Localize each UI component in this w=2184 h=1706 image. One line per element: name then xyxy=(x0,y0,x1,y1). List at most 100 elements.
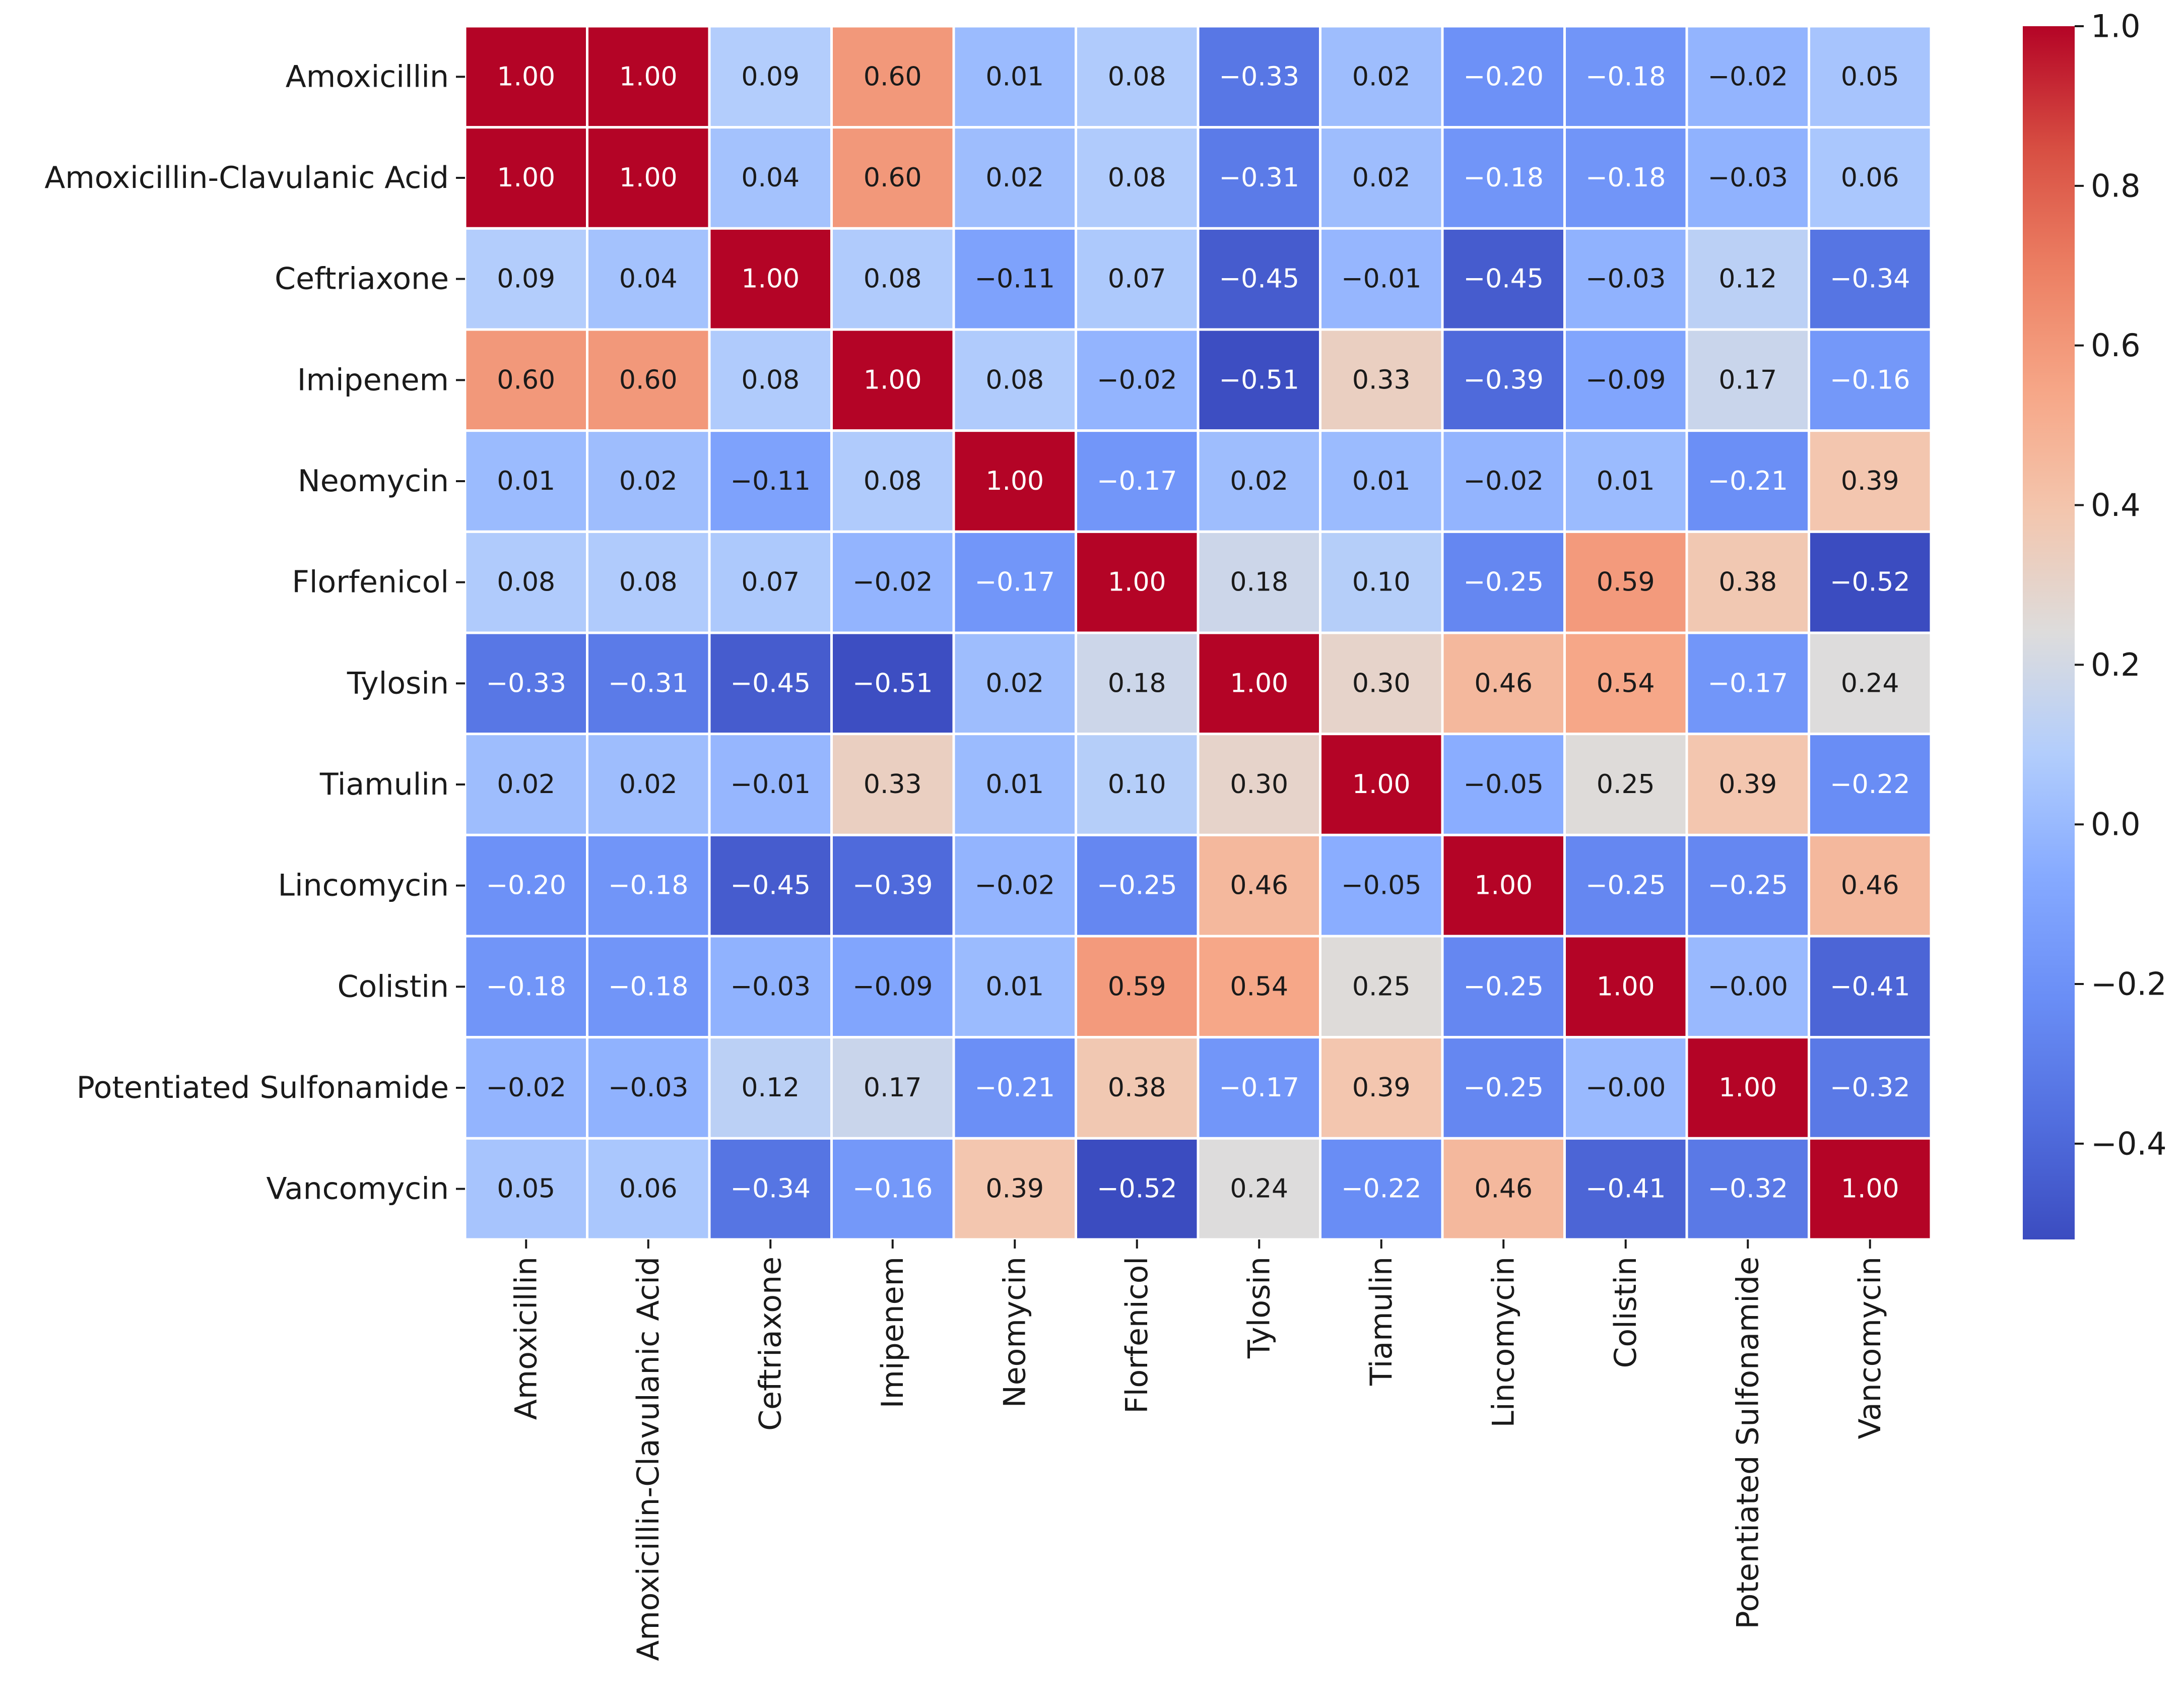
heatmap-cell-potentiated-sulfonamide-ceftriaxone xyxy=(708,1036,833,1140)
heatmap-cell-amoxicillin-clavulanic-acid-florfenicol xyxy=(1075,126,1200,230)
row-label-amoxicillin-clavulanic-acid: Amoxicillin-Clavulanic Acid xyxy=(44,160,449,195)
cell-value-label: 1.00 xyxy=(497,163,555,193)
cell-value-label: −0.02 xyxy=(975,871,1055,901)
cell-value-label: 0.54 xyxy=(1230,971,1288,1002)
row-label-lincomycin: Lincomycin xyxy=(278,868,449,903)
cell-value-label: −0.33 xyxy=(1219,61,1299,92)
cell-value-label: 1.00 xyxy=(1474,871,1533,901)
cell-value-label: −0.00 xyxy=(1708,971,1788,1002)
cell-value-label: 1.00 xyxy=(1597,971,1655,1002)
cell-value-label: 0.08 xyxy=(619,567,678,598)
heatmap-cell-tiamulin-neomycin xyxy=(952,733,1077,836)
cell-value-label: 0.17 xyxy=(864,1073,922,1103)
cell-value-label: 0.05 xyxy=(1841,61,1899,92)
cell-value-label: 0.08 xyxy=(1108,61,1166,92)
heatmap-cell-tylosin-amoxicillin-clavulanic-acid xyxy=(586,631,711,736)
heatmap-cell-lincomycin-tylosin xyxy=(1197,833,1321,938)
cell-value-label: −0.18 xyxy=(486,971,566,1002)
cell-value-label: 0.12 xyxy=(741,1073,800,1103)
cell-value-label: 0.08 xyxy=(497,567,555,598)
heatmap-cell-neomycin-florfenicol xyxy=(1075,429,1200,533)
heatmap-cell-ceftriaxone-vancomycin xyxy=(1808,227,1933,331)
cell-value-label: −0.25 xyxy=(1464,971,1544,1002)
cell-value-label: −0.41 xyxy=(1585,1174,1666,1204)
heatmap-cell-amoxicillin-vancomycin xyxy=(1808,25,1933,129)
cell-value-label: 1.00 xyxy=(497,61,555,92)
cell-value-label: −0.09 xyxy=(1585,365,1666,395)
heatmap-cell-vancomycin-amoxicillin-clavulanic-acid xyxy=(586,1137,711,1241)
colorbar-tick-label: 0.8 xyxy=(2091,167,2141,204)
cell-value-label: −0.32 xyxy=(1708,1174,1788,1204)
heatmap-cell-lincomycin-tiamulin xyxy=(1319,833,1444,938)
row-label-florfenicol: Florfenicol xyxy=(292,565,449,600)
column-label-imipenem: Imipenem xyxy=(875,1257,910,1408)
heatmap-cell-imipenem-colistin xyxy=(1563,328,1688,432)
heatmap-cell-vancomycin-colistin xyxy=(1563,1137,1688,1241)
heatmap-cell-amoxicillin-amoxicillin-clavulanic-acid xyxy=(586,25,711,129)
cell-value-label: 0.46 xyxy=(1230,871,1288,901)
heatmap-cell-potentiated-sulfonamide-tiamulin xyxy=(1319,1036,1444,1140)
colorbar-tick-label: −0.4 xyxy=(2091,1125,2167,1162)
cell-value-label: 0.09 xyxy=(741,61,800,92)
heatmap-cell-colistin-vancomycin xyxy=(1808,935,1933,1039)
cell-value-label: −0.45 xyxy=(731,871,811,901)
cell-value-label: −0.02 xyxy=(852,567,933,598)
cell-value-label: 0.24 xyxy=(1841,668,1899,698)
row-label-ceftriaxone: Ceftriaxone xyxy=(275,261,449,297)
heatmap-cell-imipenem-imipenem xyxy=(830,328,955,432)
heatmap-cell-imipenem-potentiated-sulfonamide xyxy=(1685,328,1810,432)
heatmap-cell-tylosin-ceftriaxone xyxy=(708,631,833,736)
heatmap-cell-florfenicol-vancomycin xyxy=(1808,530,1933,634)
cell-value-label: 0.06 xyxy=(619,1174,678,1204)
colorbar-tick-label: 0.0 xyxy=(2091,806,2141,843)
heatmap-cell-imipenem-ceftriaxone xyxy=(708,328,833,432)
cell-value-label: 0.09 xyxy=(497,264,555,294)
heatmap-cell-amoxicillin-clavulanic-acid-imipenem xyxy=(830,126,955,230)
heatmap-cell-neomycin-amoxicillin xyxy=(464,429,588,533)
cell-value-label: 0.08 xyxy=(985,365,1044,395)
heatmap-cell-amoxicillin-clavulanic-acid-lincomycin xyxy=(1441,126,1566,230)
heatmap-cell-amoxicillin-clavulanic-acid-amoxicillin-clavulanic-acid xyxy=(586,126,711,230)
heatmap-cell-tylosin-imipenem xyxy=(830,631,955,736)
column-label-amoxicillin: Amoxicillin xyxy=(508,1257,544,1420)
cell-value-label: −0.25 xyxy=(1585,871,1666,901)
cell-value-label: 0.02 xyxy=(497,769,555,800)
cell-value-label: −0.03 xyxy=(731,971,811,1002)
cell-value-label: 0.18 xyxy=(1108,668,1166,698)
cell-value-label: −0.31 xyxy=(1219,163,1299,193)
column-label-potentiated-sulfonamide: Potentiated Sulfonamide xyxy=(1730,1257,1765,1629)
cell-value-label: 0.25 xyxy=(1352,971,1411,1002)
heatmap-cell-tiamulin-amoxicillin xyxy=(464,733,588,836)
cell-value-label: 0.05 xyxy=(497,1174,555,1204)
heatmap-cell-tylosin-vancomycin xyxy=(1808,631,1933,736)
cell-value-label: −0.17 xyxy=(1097,466,1177,496)
cell-value-label: 0.38 xyxy=(1718,567,1777,598)
heatmap-cell-florfenicol-amoxicillin xyxy=(464,530,588,634)
cell-value-label: −0.11 xyxy=(731,466,811,496)
cell-value-label: −0.09 xyxy=(852,971,933,1002)
heatmap-cell-tylosin-amoxicillin xyxy=(464,631,588,736)
cell-value-label: −0.17 xyxy=(975,567,1055,598)
cell-value-label: 0.01 xyxy=(1352,466,1411,496)
cell-value-label: −0.34 xyxy=(1830,264,1910,294)
cell-value-label: 0.17 xyxy=(1718,365,1777,395)
cell-value-label: 0.01 xyxy=(985,61,1044,92)
cell-value-label: 1.00 xyxy=(619,163,678,193)
heatmap-cell-potentiated-sulfonamide-vancomycin xyxy=(1808,1036,1933,1140)
heatmap-cell-potentiated-sulfonamide-potentiated-sulfonamide xyxy=(1685,1036,1810,1140)
heatmap-cell-ceftriaxone-tylosin xyxy=(1197,227,1321,331)
cell-value-label: −0.45 xyxy=(1219,264,1299,294)
heatmap-cell-colistin-amoxicillin-clavulanic-acid xyxy=(586,935,711,1039)
heatmap-cell-amoxicillin-colistin xyxy=(1563,25,1688,129)
cell-value-label: 0.59 xyxy=(1108,971,1166,1002)
heatmap-cell-neomycin-potentiated-sulfonamide xyxy=(1685,429,1810,533)
column-label-ceftriaxone: Ceftriaxone xyxy=(753,1257,788,1431)
cell-value-label: 0.60 xyxy=(864,163,922,193)
cell-value-label: 0.39 xyxy=(1718,769,1777,800)
heatmap-cell-colistin-colistin xyxy=(1563,935,1688,1039)
cell-value-label: −0.00 xyxy=(1585,1073,1666,1103)
cell-value-label: −0.21 xyxy=(1708,466,1788,496)
column-label-tylosin: Tylosin xyxy=(1241,1257,1277,1359)
heatmap-cell-colistin-potentiated-sulfonamide xyxy=(1685,935,1810,1039)
